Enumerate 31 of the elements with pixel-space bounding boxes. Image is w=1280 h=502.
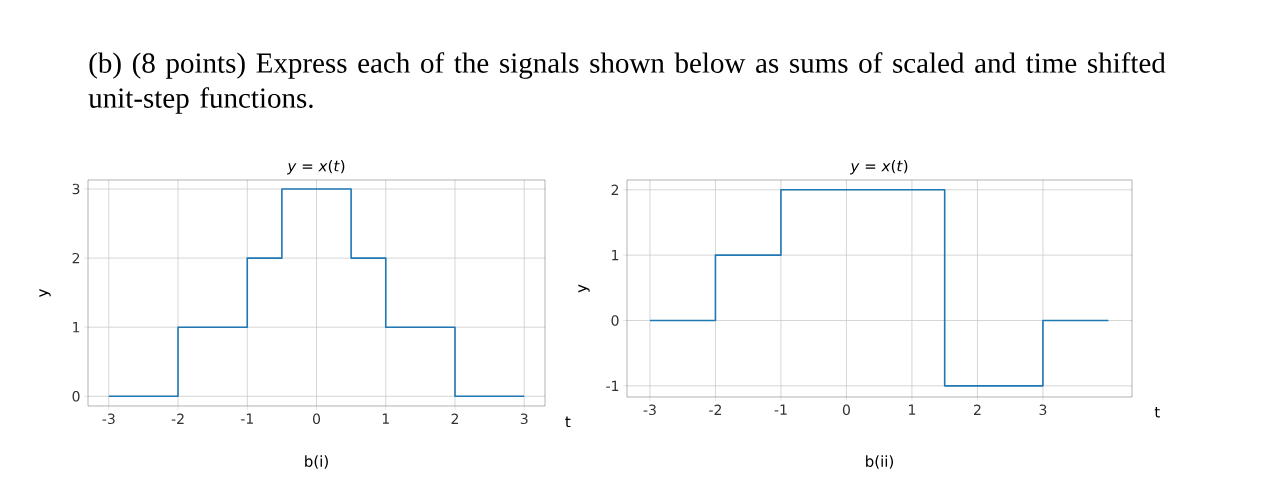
x-tick-label: -1: [240, 413, 253, 424]
chart-title: y = x(t): [850, 159, 908, 175]
text: b(i): [305, 455, 328, 469]
x-tick-label: -2: [709, 404, 722, 415]
x-tick-label: 3: [520, 413, 528, 425]
text: (b) (8 points) Express each of the signals shown below as sums of scaled and time shifted unit-step functions.: [88, 52, 1166, 114]
x-tick-label: 0: [842, 404, 850, 416]
y-tick-label: 3: [72, 183, 80, 195]
x-tick-label: 0: [312, 413, 321, 425]
x-axis-title: t: [1154, 406, 1160, 418]
y-tick-label: 0: [611, 315, 619, 326]
chart-title: y = x(t): [287, 159, 345, 175]
y-tick-label: 1: [612, 250, 619, 261]
x-tick-label: -3: [102, 413, 115, 425]
y-axis-title: y: [578, 284, 590, 293]
y-tick-label: 1: [73, 322, 80, 333]
y-tick-label: 2: [611, 184, 619, 195]
x-tick-label: 1: [909, 404, 916, 415]
x-tick-label: -2: [171, 413, 184, 424]
x-tick-label: -3: [643, 404, 656, 416]
y-tick-label: 2: [72, 252, 80, 264]
x-tick-label: -1: [774, 404, 787, 415]
x-tick-label: 3: [1039, 404, 1047, 416]
x-tick-label: 2: [973, 404, 981, 415]
y-axis-title: y: [39, 289, 51, 297]
text: b(ii): [866, 455, 893, 469]
x-axis-title: t: [565, 416, 571, 428]
x-tick-label: 2: [451, 413, 459, 424]
y-tick-label: -1: [606, 380, 619, 391]
y-tick-label: 0: [72, 391, 80, 402]
x-tick-label: 1: [382, 413, 389, 424]
